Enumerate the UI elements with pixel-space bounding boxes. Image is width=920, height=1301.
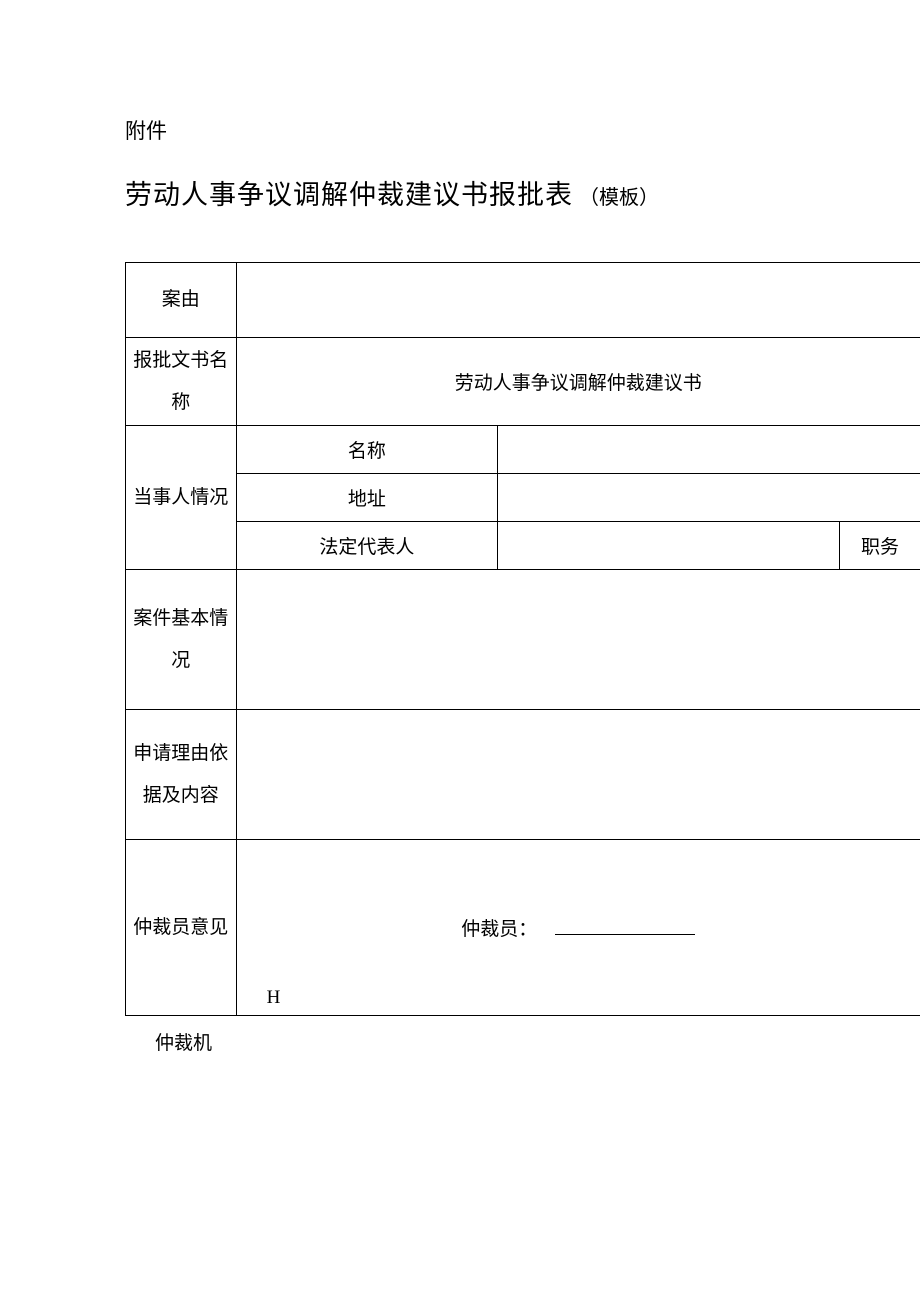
arbiter-blank-line [555, 919, 695, 935]
row-case-cause: 案由 [126, 263, 920, 338]
arbiter-line: 仲裁员： [461, 914, 695, 941]
row-case-basic: 案件基本情况 [126, 570, 920, 710]
label-case-basic: 案件基本情况 [126, 570, 237, 710]
approval-form-table: 案由 报批文书名称 劳动人事争议调解仲裁建议书 当事人情况 名称 地址 法定代表… [125, 262, 920, 1016]
label-case-cause: 案由 [126, 263, 237, 338]
row-legal-rep: 法定代表人 职务 [126, 522, 920, 570]
label-party-name: 名称 [236, 426, 497, 474]
value-case-basic [236, 570, 920, 710]
value-case-cause [236, 263, 920, 338]
value-doc-name: 劳动人事争议调解仲裁建议书 [236, 338, 920, 426]
corner-letter: H [267, 987, 281, 1009]
value-application-reason [236, 710, 920, 840]
main-title: 劳动人事争议调解仲裁建议书报批表 [125, 173, 573, 212]
label-party-address: 地址 [236, 474, 497, 522]
attachment-label: 附件 [125, 115, 920, 145]
arbiter-prefix: 仲裁员： [461, 919, 537, 940]
label-application-reason: 申请理由依据及内容 [126, 710, 237, 840]
value-party-address [498, 474, 920, 522]
label-doc-name: 报批文书名称 [126, 338, 237, 426]
label-legal-rep: 法定代表人 [236, 522, 497, 570]
footer-text: 仲裁机 [155, 1028, 920, 1055]
title-row: 劳动人事争议调解仲裁建议书报批表 （模板） [125, 173, 920, 212]
label-arbiter-opinion: 仲裁员意见 [126, 840, 237, 1016]
row-doc-name: 报批文书名称 劳动人事争议调解仲裁建议书 [126, 338, 920, 426]
row-arbiter-opinion: 仲裁员意见 仲裁员： H [126, 840, 920, 1016]
row-application-reason: 申请理由依据及内容 [126, 710, 920, 840]
label-position: 职务 [840, 522, 920, 570]
sub-title: （模板） [579, 181, 659, 210]
value-party-name [498, 426, 920, 474]
row-party-name: 当事人情况 名称 [126, 426, 920, 474]
value-arbiter-opinion: 仲裁员： H [236, 840, 920, 1016]
label-party-info: 当事人情况 [126, 426, 237, 570]
value-legal-rep [498, 522, 840, 570]
row-party-address: 地址 [126, 474, 920, 522]
